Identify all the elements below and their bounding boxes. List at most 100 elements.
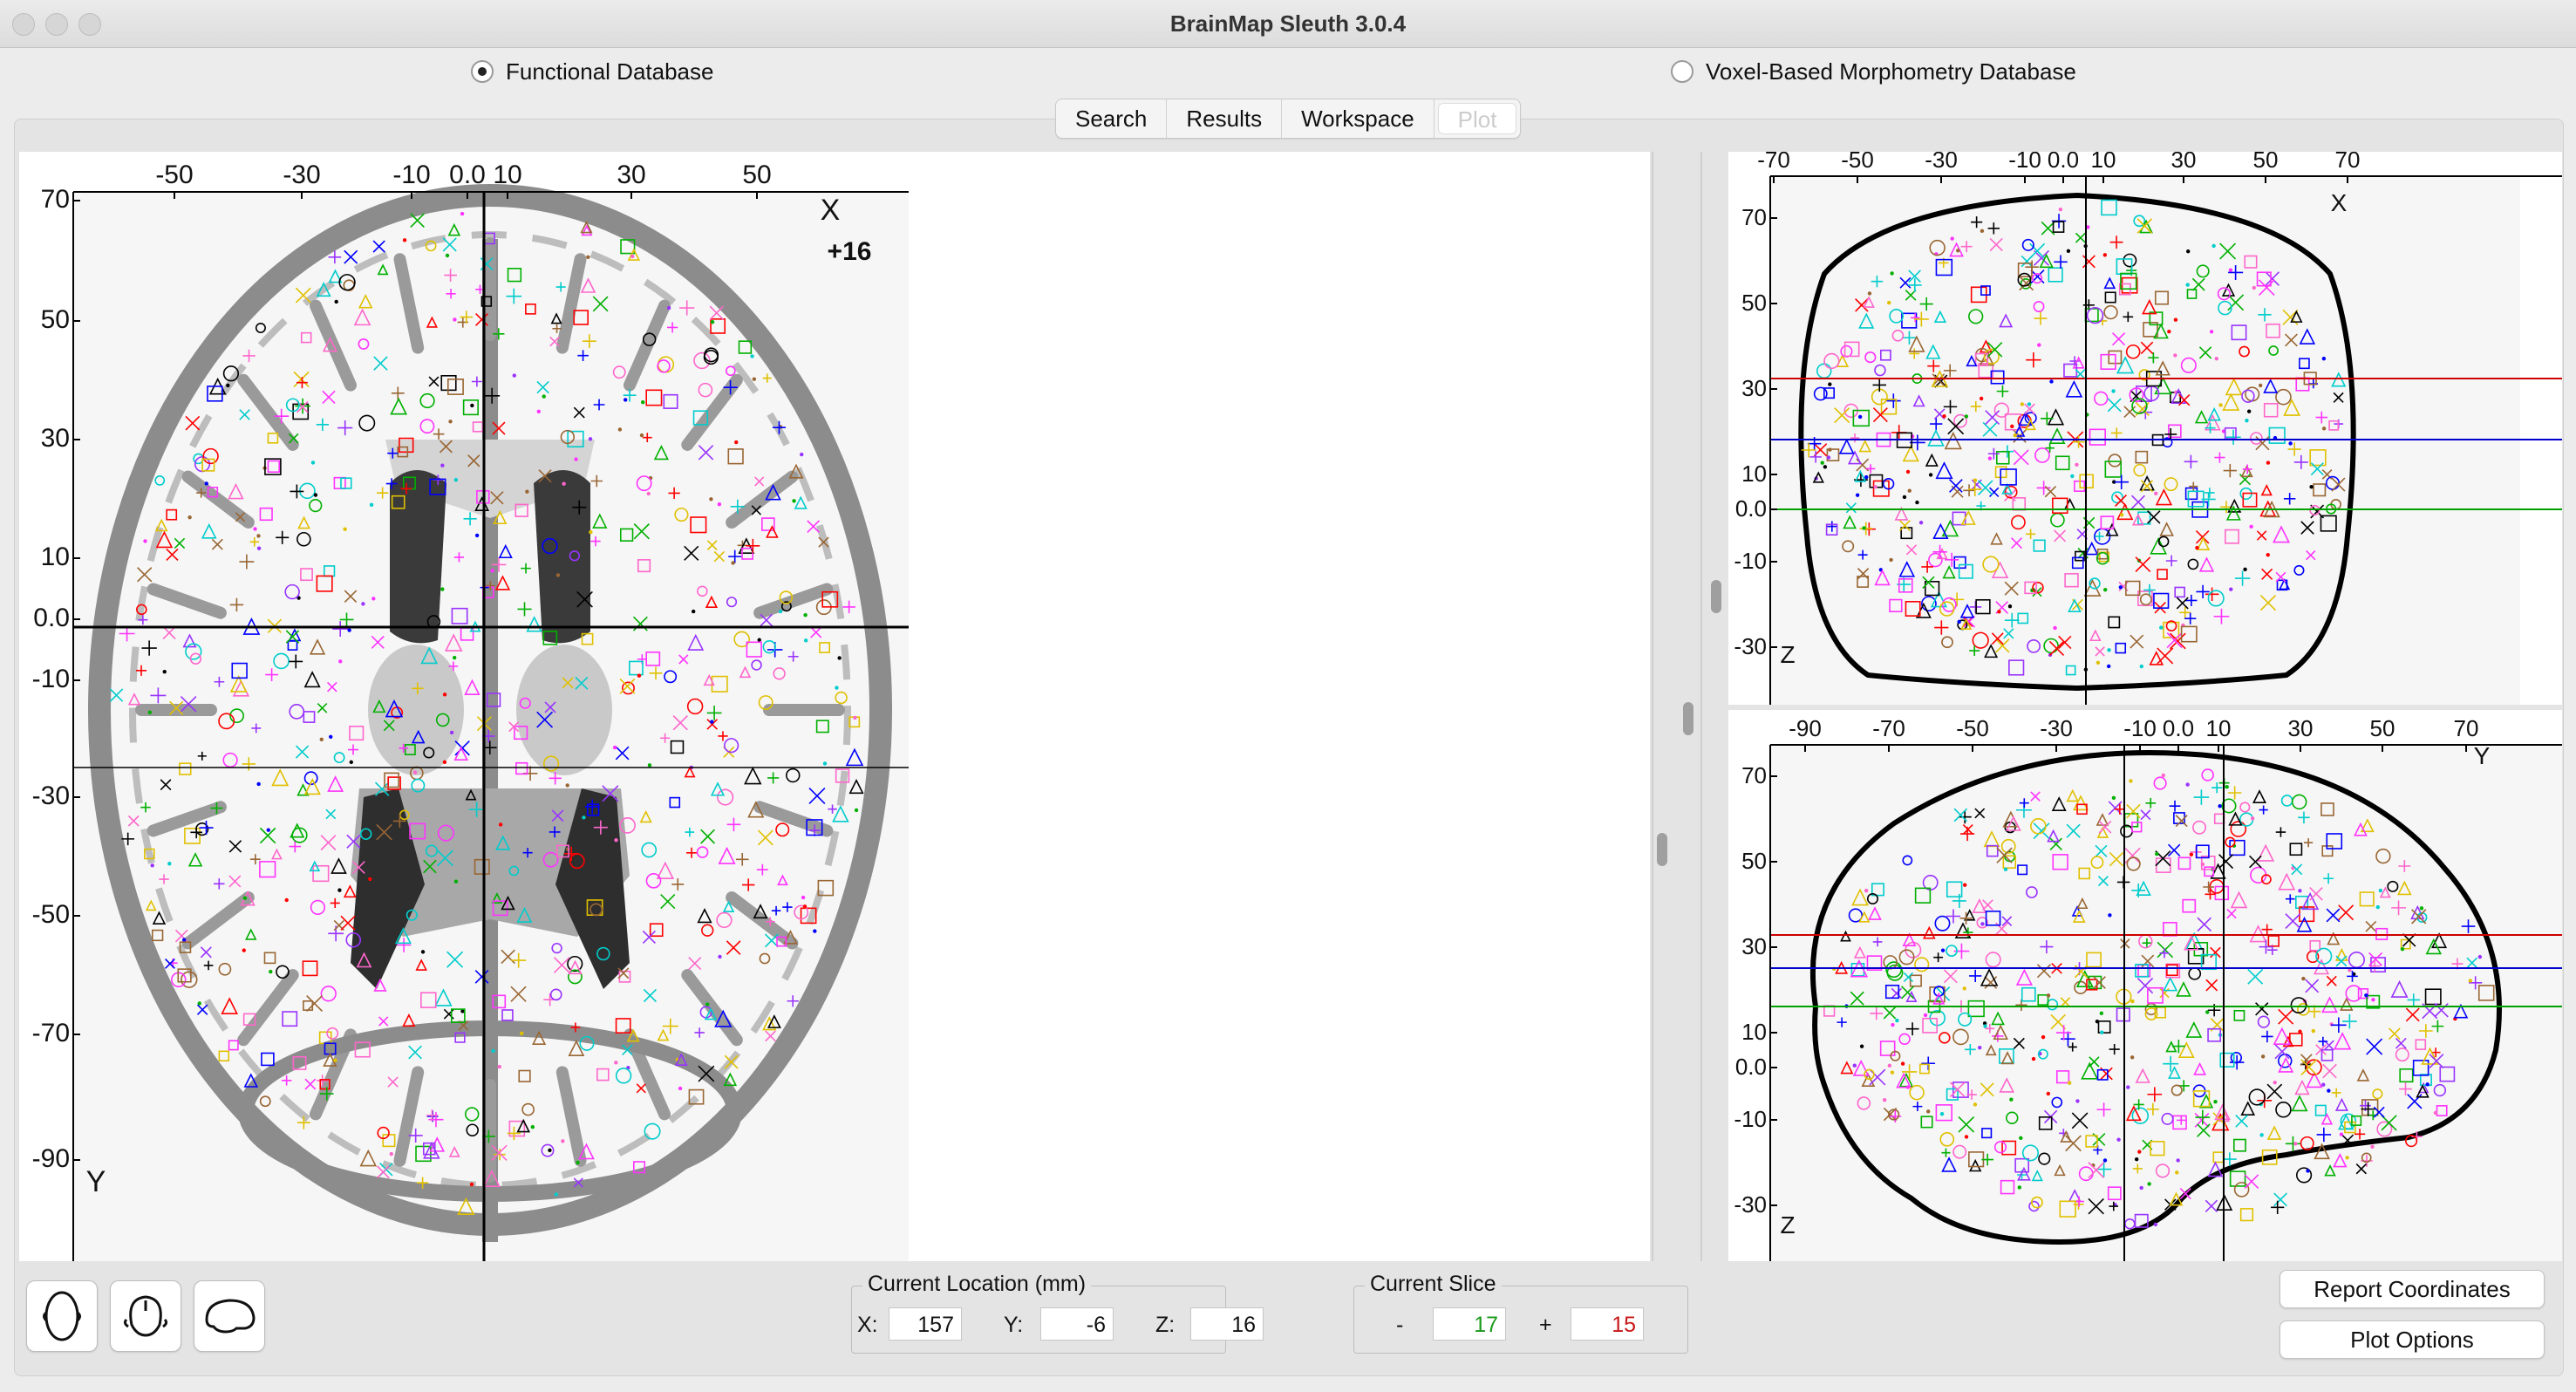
vbm-database-label: Voxel-Based Morphometry Database: [1706, 58, 2076, 85]
divider: [1700, 152, 1702, 1261]
x-tick-label: -10: [392, 160, 430, 189]
y-tick-label: 30: [1741, 933, 1767, 959]
z-coordinate-field[interactable]: 16: [1190, 1307, 1264, 1341]
sagittal-brain-outline: [1810, 750, 2502, 1245]
y-label: Y:: [1004, 1313, 1024, 1337]
x-coordinate-field[interactable]: 157: [889, 1307, 962, 1341]
split-pane-handle[interactable]: [1657, 833, 1667, 866]
x-tick-label: -30: [1925, 152, 1958, 173]
y-tick-label: -30: [32, 781, 70, 810]
x-tick-label: -10: [2008, 152, 2041, 173]
y-tick-label: 0.0: [1735, 1054, 1767, 1080]
coronal-brain-view[interactable]: -70 -50 -30 -10 0.0 10 30 50 70 70 50 30 10 0.0 -10 -30…: [1728, 152, 2562, 705]
vbm-database-radio[interactable]: [1671, 60, 1693, 83]
report-coordinates-button[interactable]: Report Coordinates: [2280, 1270, 2545, 1308]
lateral-ventricle-left: [390, 470, 446, 644]
main-tab-bar: Search Results Workspace Plot: [1055, 99, 1522, 139]
slice-plus-field[interactable]: 15: [1571, 1307, 1644, 1341]
y-tick-label: 10: [1741, 461, 1767, 487]
sulcus: [681, 373, 743, 451]
z-label: Z:: [1155, 1313, 1176, 1337]
window-titlebar: BrainMap Sleuth 3.0.4: [0, 0, 2576, 48]
axial-view-button[interactable]: [26, 1280, 98, 1352]
thalamus-right: [516, 645, 612, 775]
x-tick-label: -30: [283, 160, 320, 189]
y-tick-label: 30: [1741, 375, 1767, 401]
coronal-z-corner-label: Z: [1780, 641, 1795, 668]
current-location-group: Current Location (mm) X: 157 Y: -6 Z: 16: [851, 1272, 1264, 1354]
axial-brain-view[interactable]: -50 -30 -10 0.0 10 30 50705030100.0-10-30-50-7…: [19, 152, 909, 1261]
sulcus: [555, 1066, 587, 1167]
axial-brain-slice: [88, 184, 892, 1242]
y-tick-label: 50: [1741, 290, 1767, 316]
split-pane-handle[interactable]: [1711, 580, 1721, 613]
divider: [1652, 152, 1653, 1261]
activation-markers: [109, 211, 864, 1216]
minimize-window-button[interactable]: [45, 13, 68, 36]
current-slice-title: Current Slice: [1365, 1272, 1502, 1297]
close-window-button[interactable]: [12, 13, 35, 36]
sagittal-head-icon: [205, 1299, 256, 1334]
x-label: X:: [857, 1313, 878, 1337]
x-tick-label: 70: [2335, 152, 2361, 173]
vbm-database-option[interactable]: Voxel-Based Morphometry Database: [1671, 54, 2076, 89]
x-tick-label: 10: [493, 160, 521, 189]
y-tick-label: 0.0: [33, 604, 70, 632]
x-tick-label: -50: [1841, 152, 1874, 173]
y-coordinate-field[interactable]: -6: [1040, 1307, 1114, 1341]
window-title: BrainMap Sleuth 3.0.4: [1169, 10, 1407, 37]
functional-database-radio[interactable]: [471, 60, 494, 83]
sulcus: [147, 583, 227, 619]
sagittal-markers: [1823, 768, 2495, 1230]
plot-options-button[interactable]: Plot Options: [2280, 1320, 2545, 1359]
sagittal-slice-background: [1770, 745, 2562, 1261]
x-tick-label: 30: [2171, 152, 2197, 173]
y-tick-label: 70: [41, 185, 70, 214]
x-tick-label: 50: [2370, 715, 2395, 741]
x-tick-label: 0.0: [449, 160, 486, 189]
lateral-ventricle-right: [534, 470, 590, 644]
axial-y-corner-label: Y: [86, 1165, 106, 1198]
y-tick-label: -10: [32, 665, 70, 693]
x-tick-label: 0.0: [2048, 152, 2079, 173]
sulcus: [681, 969, 743, 1047]
sulcus: [147, 801, 227, 837]
posterior-region: [351, 788, 630, 937]
x-tick-label: -30: [2040, 715, 2073, 741]
sagittal-view-button[interactable]: [194, 1280, 265, 1352]
tab-results[interactable]: Results: [1167, 99, 1283, 138]
axial-axes: -50 -30 -10 0.0 10 30 50705030100.0-10-30-50-7…: [32, 160, 909, 1261]
y-tick-label: -30: [1734, 633, 1767, 659]
tab-search[interactable]: Search: [1056, 99, 1168, 138]
thalamus-left: [368, 645, 464, 775]
y-tick-label: 30: [41, 424, 70, 453]
coronal-view-button[interactable]: [110, 1280, 181, 1352]
tab-plot[interactable]: Plot: [1437, 103, 1517, 134]
y-tick-label: -50: [32, 900, 70, 929]
x-tick-label: 50: [742, 160, 771, 189]
x-tick-label: 10: [2206, 715, 2232, 741]
y-tick-label: 0.0: [1735, 495, 1767, 522]
slice-minus-field[interactable]: 17: [1433, 1307, 1506, 1341]
tab-workspace[interactable]: Workspace: [1282, 99, 1435, 138]
coronal-x-corner-label: X: [2331, 189, 2348, 216]
y-tick-label: 70: [1741, 204, 1767, 230]
functional-database-option[interactable]: Functional Database: [471, 54, 713, 89]
sulcus: [555, 253, 587, 354]
y-tick-label: -70: [32, 1019, 70, 1047]
sagittal-axes: -90 -70 -50 -30 -10 0.0 10 30 50 70705030100.0-10…: [1734, 715, 2562, 1261]
split-pane-handle[interactable]: [1683, 702, 1693, 735]
coronal-brain-outline: [1798, 192, 2356, 692]
sulcus: [237, 373, 299, 451]
y-tick-label: 10: [41, 542, 70, 571]
functional-database-label: Functional Database: [506, 58, 714, 85]
coronal-head-icon: [123, 1295, 168, 1337]
current-slice-group: Current Slice - 17 + 15: [1353, 1272, 1688, 1354]
axial-head-icon: [43, 1291, 81, 1341]
sagittal-brain-view[interactable]: -90 -70 -50 -30 -10 0.0 10 30 50 70705030100.0-10…: [1728, 710, 2562, 1261]
y-tick-label: 10: [1741, 1019, 1767, 1045]
coronal-view-panel: -70 -50 -30 -10 0.0 10 30 50 70 70 50 30 10 0.0 -10 -30…: [1728, 152, 2562, 705]
zoom-window-button[interactable]: [78, 13, 101, 36]
y-tick-label: -90: [32, 1144, 70, 1173]
x-tick-label: 70: [2454, 715, 2479, 741]
